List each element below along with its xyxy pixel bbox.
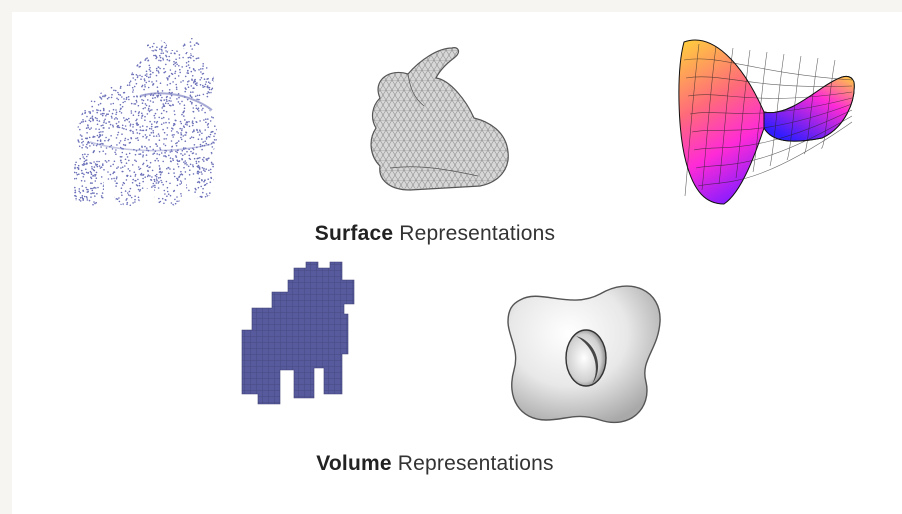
saddle-grid-lines	[683, 43, 853, 197]
point-cloud-cow-figure	[74, 38, 217, 206]
point-cloud-dots	[74, 38, 217, 206]
triangle-mesh-bunny-figure	[370, 47, 509, 191]
implicit-surface-figure	[507, 285, 661, 424]
surface-caption-bold: Surface	[314, 222, 394, 245]
voxel-cow-figure	[241, 261, 355, 405]
volume-caption: Volume Representations	[235, 452, 635, 476]
implicit-blob	[507, 285, 661, 424]
surface-caption: Surface Representations	[235, 222, 635, 246]
bunny-mesh	[370, 47, 509, 191]
saddle-surface	[678, 39, 855, 205]
voxel-cow	[241, 261, 355, 405]
parametric-saddle-figure	[678, 39, 855, 205]
volume-caption-bold: Volume	[316, 452, 392, 475]
surface-caption-rest: Representations	[399, 222, 556, 245]
volume-caption-rest: Representations	[397, 452, 554, 475]
